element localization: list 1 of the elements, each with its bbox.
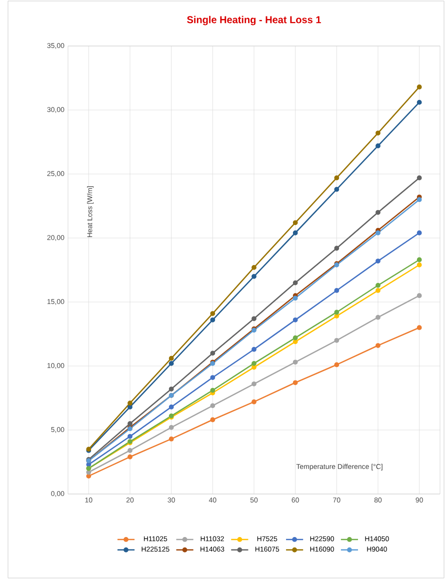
chart-title: Single Heating - Heat Loss 1: [187, 16, 321, 26]
